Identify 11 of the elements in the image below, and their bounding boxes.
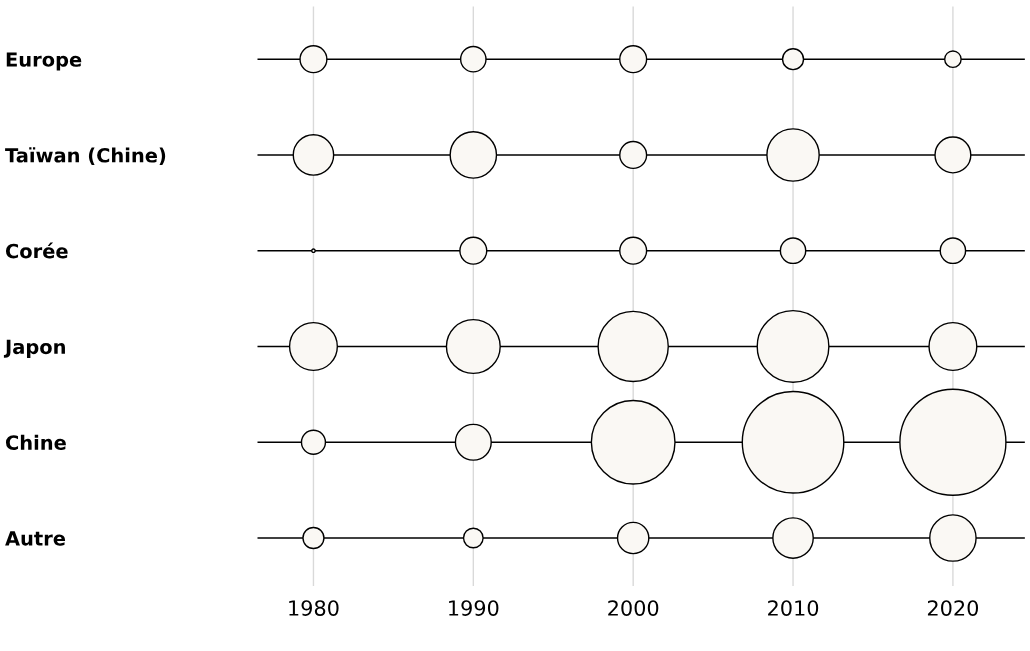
- y-tick-label: Japon: [3, 339, 65, 358]
- y-tick-label: Corée: [5, 242, 68, 259]
- y-tick-label: Europe: [6, 52, 82, 71]
- y-tick-label: Chine: [5, 434, 66, 450]
- x-tick-label: 2000: [608, 600, 659, 616]
- y-tick-label: Taïwan (Chine): [5, 147, 166, 165]
- x-tick-label: 1980: [289, 600, 339, 616]
- x-tick-label: 2010: [768, 600, 819, 616]
- x-tick-label: 2020: [927, 600, 979, 616]
- x-tick-label: 1990: [449, 600, 499, 616]
- y-tick-label: Autre: [5, 531, 66, 546]
